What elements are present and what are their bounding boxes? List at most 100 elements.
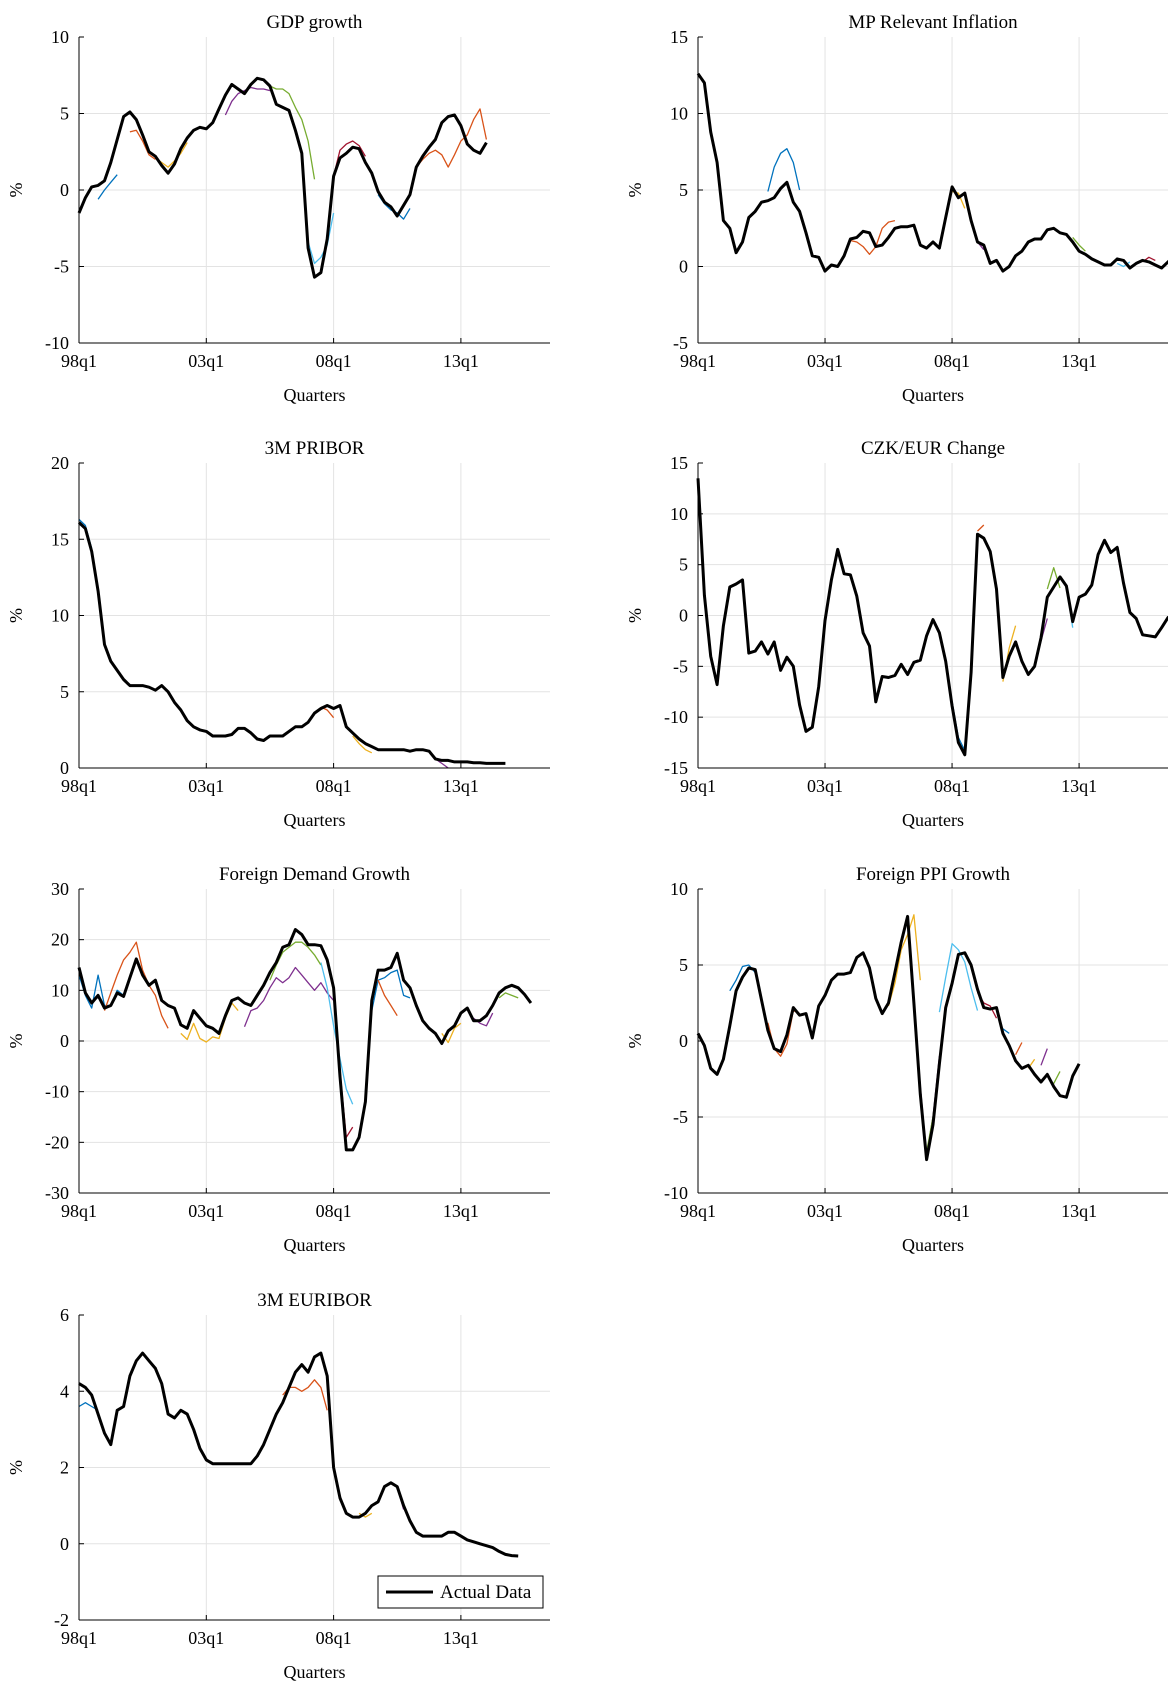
y-tick-label: 10 — [670, 879, 688, 899]
x-tick-label: 03q1 — [188, 776, 224, 796]
y-axis-label: % — [6, 183, 26, 198]
y-tick-label: 5 — [679, 955, 688, 975]
x-tick-label: 98q1 — [680, 776, 716, 796]
chart-title: 3M EURIBOR — [257, 1290, 372, 1311]
y-axis-label: % — [625, 608, 645, 623]
y-axis-label: % — [6, 608, 26, 623]
gridlines — [79, 37, 550, 343]
forecast-line — [850, 219, 896, 255]
x-tick-label: 08q1 — [934, 1201, 970, 1221]
chart-panel-6: -10 -5 0 5 10 98q1 03q1 08q1 13q1 Foreign PPI Gro… — [625, 864, 1168, 1255]
y-tick-label: -5 — [673, 656, 688, 676]
actual-data-line — [696, 478, 1168, 757]
forecast-lines — [78, 518, 449, 769]
y-tick-label: 10 — [51, 606, 69, 626]
y-tick-label: 0 — [60, 1031, 69, 1051]
y-tick-label: 5 — [679, 180, 688, 200]
x-tick-label: 03q1 — [188, 1201, 224, 1221]
y-tick-label: 0 — [60, 1534, 69, 1554]
y-tick-label: -10 — [664, 1183, 688, 1203]
chart-panel-2: -5 0 5 10 15 98q1 03q1 08q1 13q1 MP Relevant Infl… — [625, 12, 1168, 405]
forecast-line — [1053, 1071, 1061, 1084]
chart-title: Foreign PPI Growth — [856, 864, 1011, 885]
forecast-line — [269, 85, 316, 180]
x-axis-label: Quarters — [284, 385, 346, 405]
forecast-line — [767, 148, 801, 192]
forecast-line — [1002, 1028, 1010, 1034]
forecast-line — [243, 966, 335, 1028]
y-tick-label: 0 — [679, 606, 688, 626]
y-tick-label: -10 — [45, 333, 69, 353]
y-tick-label: 5 — [60, 682, 69, 702]
forecast-line — [977, 524, 985, 532]
chart-panel-3: 0 5 10 15 20 98q1 03q1 08q1 13q1 3M PRIBOR Quarter… — [6, 438, 550, 830]
x-tick-label: 08q1 — [316, 351, 352, 371]
x-tick-label: 08q1 — [316, 1201, 352, 1221]
x-tick-label: 98q1 — [61, 776, 97, 796]
forecast-line — [307, 212, 335, 265]
y-tick-label: 0 — [679, 1031, 688, 1051]
y-tick-label: 20 — [51, 453, 69, 473]
forecast-lines — [729, 914, 1074, 1156]
y-tick-label: 0 — [60, 758, 69, 778]
chart-title: 3M PRIBOR — [265, 438, 365, 459]
y-tick-label: 0 — [60, 180, 69, 200]
x-tick-label: 08q1 — [316, 1628, 352, 1648]
y-tick-label: -5 — [673, 333, 688, 353]
y-axis-label: % — [625, 1034, 645, 1049]
x-tick-label: 98q1 — [61, 1201, 97, 1221]
y-tick-label: 2 — [60, 1458, 69, 1478]
gridlines — [698, 889, 1168, 1193]
forecast-line — [332, 140, 366, 177]
chart-panel-4: -15 -10 -5 0 5 10 15 98q1 03q1 08q1 13q1 CZK/EUR Ch… — [625, 438, 1168, 830]
y-tick-label: 5 — [60, 104, 69, 124]
forecast-lines — [78, 1379, 405, 1518]
y-tick-label: -30 — [45, 1183, 69, 1203]
gridlines — [79, 463, 550, 768]
x-tick-label: 03q1 — [807, 1201, 843, 1221]
chart-title: MP Relevant Inflation — [848, 12, 1018, 33]
y-tick-label: -10 — [664, 707, 688, 727]
x-tick-label: 03q1 — [188, 351, 224, 371]
y-tick-label: 10 — [670, 104, 688, 124]
actual-data-line — [77, 76, 488, 279]
gridlines — [698, 463, 1168, 768]
legend: Actual Data — [377, 1575, 544, 1609]
x-tick-label: 03q1 — [188, 1628, 224, 1648]
forecast-lines — [767, 148, 1156, 268]
forecast-line — [129, 129, 156, 160]
actual-data-line — [78, 1351, 519, 1558]
x-tick-label: 08q1 — [934, 776, 970, 796]
actual-data-line — [77, 928, 533, 1152]
x-tick-label: 98q1 — [680, 1201, 716, 1221]
forecast-line — [1015, 1042, 1023, 1055]
y-axis-label: % — [6, 1460, 26, 1475]
chart-panel-5: -30 -20 -10 0 10 20 30 98q1 03q1 08q1 13q1 Foreign … — [6, 864, 550, 1255]
x-tick-label: 03q1 — [807, 351, 843, 371]
y-tick-label: 15 — [670, 453, 688, 473]
x-tick-label: 13q1 — [443, 1201, 479, 1221]
forecast-line — [887, 914, 921, 1007]
x-axis-label: Quarters — [284, 1662, 346, 1682]
y-tick-label: -5 — [673, 1107, 688, 1127]
x-tick-label: 98q1 — [61, 351, 97, 371]
y-axis-label: % — [6, 1034, 26, 1049]
forecast-line — [1040, 1048, 1048, 1066]
x-axis-label: Quarters — [902, 810, 964, 830]
x-tick-label: 13q1 — [443, 351, 479, 371]
chart-title: GDP growth — [267, 12, 363, 33]
actual-data-line — [696, 914, 1081, 1162]
y-tick-label: 5 — [679, 555, 688, 575]
y-tick-label: 10 — [670, 504, 688, 524]
forecast-line — [97, 174, 118, 200]
x-tick-label: 03q1 — [807, 776, 843, 796]
forecast-line — [377, 979, 398, 1017]
y-tick-label: 10 — [51, 27, 69, 47]
gridlines — [79, 889, 550, 1193]
x-tick-label: 08q1 — [316, 776, 352, 796]
actual-data-line — [77, 521, 506, 765]
x-axis-label: Quarters — [284, 1235, 346, 1255]
y-tick-label: 4 — [60, 1381, 69, 1401]
y-tick-label: 6 — [60, 1305, 69, 1325]
